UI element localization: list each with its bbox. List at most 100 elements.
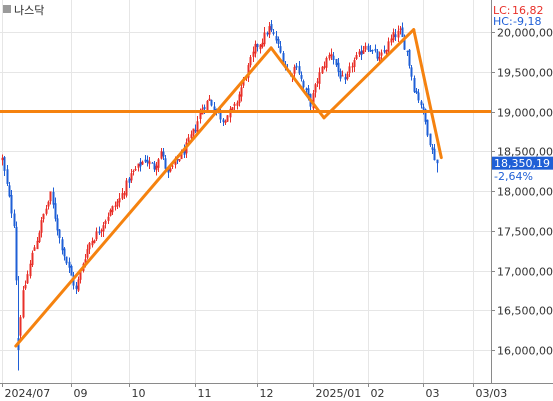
candle-body — [171, 165, 174, 167]
candle-body — [406, 50, 409, 52]
trendline[interactable] — [322, 28, 416, 120]
time-axis: 2024/07 09 10 11 12 2025/01 02 03 03/03 — [2, 383, 508, 400]
candle-body — [3, 157, 6, 171]
candle-body — [153, 163, 156, 170]
candle-body — [178, 159, 181, 162]
candle-body — [415, 90, 418, 93]
candle-body — [222, 119, 225, 122]
candle-body — [236, 102, 239, 106]
y-tick-label: 16,000,00 — [497, 345, 553, 358]
trendline[interactable] — [14, 46, 273, 348]
candle-body — [376, 51, 379, 59]
candle-body — [263, 32, 266, 45]
candle-body — [121, 193, 124, 199]
candle-body — [410, 67, 413, 77]
candle-body — [323, 66, 326, 68]
candle-body — [174, 159, 177, 165]
candle-body — [15, 226, 18, 281]
candle-body — [10, 195, 13, 214]
candle-body — [167, 169, 170, 173]
x-tick-label: 12 — [260, 387, 274, 400]
candle-body — [160, 151, 163, 159]
candle-body — [403, 37, 406, 50]
candle-body — [371, 50, 374, 52]
candle-body — [33, 247, 36, 251]
candle-body — [192, 128, 195, 135]
candle-body — [183, 148, 186, 155]
candle-body — [213, 106, 216, 111]
candle-body — [364, 45, 367, 50]
grid — [0, 0, 491, 383]
candle-body — [431, 147, 434, 150]
candle-body — [22, 290, 25, 318]
candle-body — [314, 84, 317, 93]
candle-body — [433, 148, 436, 161]
candle-body — [88, 242, 91, 250]
candle-body — [190, 134, 193, 139]
candle-body — [318, 72, 321, 84]
candle-body — [49, 191, 52, 202]
candle-body — [52, 191, 55, 205]
price-axis: 16,000,00 16,500,00 17,000,00 17,500,00 18,0… — [491, 27, 553, 358]
candle-body — [100, 230, 103, 232]
candle-body — [196, 121, 199, 133]
candle-body — [360, 50, 363, 56]
candle-body — [219, 111, 222, 120]
candle-body — [328, 55, 331, 59]
candle-body — [383, 50, 386, 52]
candle-body — [47, 201, 50, 207]
window-menu-icon[interactable] — [3, 5, 11, 13]
candle-body — [169, 168, 172, 172]
y-tick-label: 16,500,00 — [497, 305, 553, 318]
candle-body — [346, 73, 349, 79]
candle-body — [385, 50, 388, 54]
candle-body — [26, 274, 29, 284]
candle-body — [401, 27, 404, 38]
candle-body — [157, 159, 160, 168]
y-tick-label: 17,000,00 — [497, 266, 553, 279]
candle-body — [224, 121, 227, 124]
candle-body — [45, 208, 48, 214]
candle-body — [70, 265, 73, 276]
x-tick-label: 03/03 — [476, 387, 508, 400]
candle-body — [249, 57, 252, 66]
candle-body — [348, 66, 351, 74]
candle-body — [392, 32, 395, 40]
candle-body — [98, 231, 101, 234]
x-tick-label: 09 — [74, 387, 88, 400]
candle-body — [429, 133, 432, 146]
candle-body — [358, 51, 361, 55]
candle-body — [164, 158, 167, 169]
candle-body — [233, 103, 236, 106]
candle-body — [240, 87, 243, 97]
trendline[interactable] — [412, 28, 443, 160]
candle-body — [305, 88, 308, 90]
candle-body — [344, 77, 347, 80]
candle-body — [307, 88, 310, 96]
candles — [1, 19, 439, 371]
candle-body — [424, 109, 427, 122]
candle-body — [321, 66, 324, 74]
candle-body — [36, 240, 39, 250]
candle-body — [77, 279, 80, 291]
candle-body — [206, 100, 209, 111]
candle-body — [91, 241, 94, 246]
y-tick-label: 18,500,00 — [497, 146, 553, 159]
candle-body — [56, 218, 59, 231]
candle-body — [199, 113, 202, 119]
candle-body — [351, 66, 354, 68]
candle-body — [362, 50, 365, 54]
candle-body — [422, 106, 425, 110]
candle-body — [93, 240, 96, 243]
candle-body — [31, 252, 34, 265]
trendline[interactable] — [269, 46, 326, 120]
candle-body — [6, 169, 9, 184]
candle-body — [109, 209, 112, 216]
candle-body — [141, 161, 144, 165]
candle-body — [298, 66, 301, 74]
candle-body — [353, 60, 356, 67]
candle-body — [312, 93, 315, 109]
candle-body — [132, 170, 135, 172]
candle-body — [128, 178, 131, 183]
